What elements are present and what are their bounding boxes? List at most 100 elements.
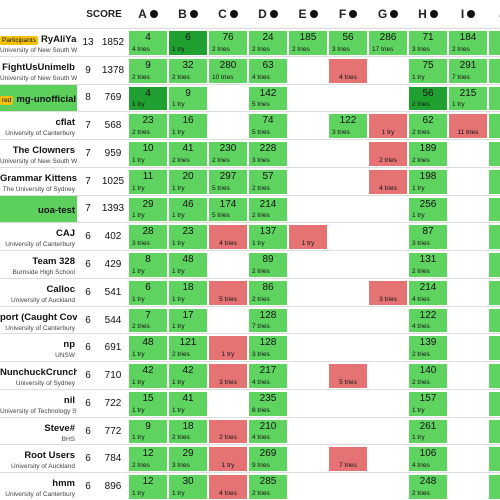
- problem-cell: 3 tries: [369, 280, 407, 305]
- problem-cell: 4 tries: [209, 475, 247, 499]
- team-cell: Root Users University of Auckland: [0, 445, 77, 472]
- score-header: SCORE: [86, 8, 122, 20]
- problem-cell: 5 tries: [209, 280, 247, 305]
- problem-cell: 32 2 tries: [169, 58, 207, 83]
- tries: 2 tries: [412, 351, 430, 359]
- solve-time: 6: [145, 281, 151, 293]
- solve-time: 184: [459, 32, 477, 43]
- tries: 2 tries: [412, 267, 430, 275]
- tries: 1 try: [412, 73, 425, 81]
- solve-time: 128: [259, 309, 277, 321]
- team-cell: cflat University of Canterbury: [0, 112, 77, 139]
- tries: 1 try: [172, 406, 185, 414]
- problem-cell: 122 3 tries: [329, 114, 367, 139]
- team-name-line: Calloc: [0, 284, 75, 295]
- problem-header: B: [168, 0, 208, 28]
- solve-time: 16: [182, 115, 194, 127]
- tries: 2 tries: [412, 101, 430, 109]
- solve-time: 63: [492, 337, 500, 348]
- tries: 2 tries: [132, 129, 150, 137]
- solve-time: 217: [259, 365, 277, 377]
- problem-cell: 6: [489, 253, 500, 277]
- problem-cell: 17 1 try: [169, 308, 207, 333]
- tries: 1 try: [172, 267, 185, 275]
- team-name-line: nil: [0, 395, 75, 406]
- problem-cell: 286 17 tries: [369, 31, 407, 55]
- solve-time: 6: [492, 476, 500, 487]
- solved-count: 6: [85, 258, 91, 270]
- solve-time: 121: [179, 337, 197, 349]
- solve-time: 5: [492, 88, 500, 99]
- problem-header: C: [208, 0, 248, 28]
- penalty-score: 1852: [101, 36, 125, 48]
- solve-time: 11: [142, 170, 154, 182]
- penalty-score: 541: [104, 286, 122, 298]
- problem-cell: 75 1 try: [409, 58, 447, 83]
- tries: 1 try: [221, 351, 235, 359]
- problem-cell: 3 tries: [209, 364, 247, 388]
- problem-cell: 291 7 tries: [449, 58, 487, 83]
- team-name: np: [63, 339, 75, 351]
- team-name-line: np: [0, 339, 75, 350]
- tries: 5 tries: [212, 212, 230, 220]
- tries: 2 tries: [132, 323, 150, 331]
- tries: 1 try: [172, 129, 185, 137]
- team-name: Grammar Kittens: [0, 172, 77, 184]
- solve-time: 76: [222, 32, 234, 43]
- problem-cell: 235 8 tries: [249, 391, 287, 416]
- solve-time: 86: [262, 281, 274, 293]
- tries: 1 try: [172, 212, 185, 220]
- tries: 5 tries: [339, 378, 357, 386]
- solve-time: 63: [262, 59, 274, 71]
- solve-time: 23: [142, 115, 154, 127]
- tries: 1 try: [132, 489, 145, 497]
- tries: 1 try: [132, 295, 145, 303]
- team-row: port (Caught Covid)University of Canterb…: [0, 305, 500, 334]
- solve-time: 131: [419, 254, 437, 266]
- affiliation: University of Technology Sydney: [0, 407, 77, 415]
- team-row: Root Users University of Auckland 6 784 12 2 …: [0, 444, 500, 472]
- team-name-line: uoa-test: [0, 205, 75, 216]
- problem-cell: 1: [489, 308, 500, 333]
- problem-cell: 18 1 try: [169, 280, 207, 305]
- problem-cell: 128 3 tries: [249, 336, 287, 361]
- tries: 2 tries: [252, 489, 270, 497]
- solve-time: 185: [299, 32, 317, 43]
- problem-cell: 20 1 try: [169, 169, 207, 194]
- solve-time: 128: [259, 337, 277, 349]
- problem-cell: 43: [489, 225, 500, 250]
- team-name: FightUsUnimelb: [2, 61, 75, 73]
- tries: 1 try: [132, 101, 145, 109]
- team-name-line: Grammar Kittens: [0, 172, 77, 184]
- badge: red: [0, 95, 14, 105]
- problem-cell: 269 9 tries: [249, 447, 287, 472]
- team-name: CAJ: [55, 228, 75, 240]
- solve-time: 248: [419, 476, 437, 488]
- team-row: uoa-test 7 1393 29 1 try 46 1 try 174 5 tries 214…: [0, 194, 500, 223]
- tries: 2 tries: [212, 156, 230, 164]
- tries: 5 tries: [252, 101, 270, 109]
- problem-cell: 29 3 tries: [169, 447, 207, 472]
- tries: 2 tries: [252, 212, 270, 220]
- tries: 1 try: [252, 240, 265, 248]
- problem-cell: 62 2 tries: [409, 114, 447, 139]
- problem-cell: 1 try: [209, 447, 247, 472]
- team-name-line: port (Caught Covid): [0, 312, 77, 323]
- problem-cell: 16 1 try: [169, 114, 207, 139]
- solve-time: 269: [259, 448, 277, 460]
- problem-cell: 48 1 try: [129, 336, 167, 361]
- problem-cell: 261 1 try: [409, 419, 447, 444]
- solved-count: 13: [82, 36, 94, 48]
- tries: 1 try: [172, 489, 185, 497]
- tries: 3 tries: [412, 240, 430, 248]
- problem-cell: 157 1 try: [409, 391, 447, 416]
- tries: 2 tries: [172, 351, 190, 359]
- solve-time: 41: [182, 143, 194, 155]
- team-cell: CAJ University of Canterbury: [0, 223, 77, 250]
- solve-time: 8: [145, 254, 151, 266]
